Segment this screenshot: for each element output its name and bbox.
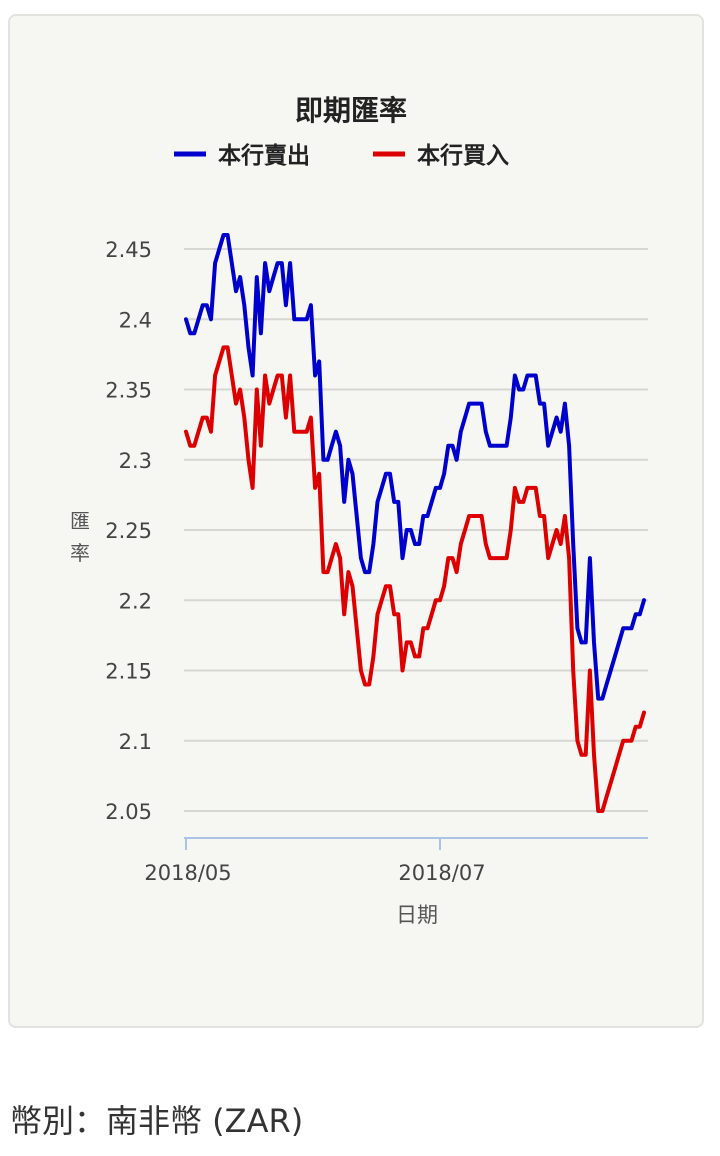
y-axis-label-char-1: 匯 <box>70 509 90 533</box>
y-axis-tick-labels: 2.05 2.1 2.15 2.2 2.25 2.3 2.35 2.4 2.45 <box>105 238 152 824</box>
exchange-rate-chart: 即期匯率 本行賣出 本行買入 2.05 2.1 2.15 2.2 2.25 2.3 2.35… <box>70 94 648 927</box>
y-tick-label: 2.25 <box>105 519 152 543</box>
x-axis-label: 日期 <box>396 903 438 927</box>
y-tick-label: 2.4 <box>119 308 152 332</box>
x-tick-label: 2018/07 <box>398 861 485 885</box>
legend-item-sell[interactable]: 本行賣出 <box>174 142 310 169</box>
series-line-sell[interactable] <box>184 233 646 701</box>
y-tick-label: 2.05 <box>105 800 152 824</box>
x-axis-tick-labels: 2018/05 2018/07 <box>144 861 485 885</box>
chart-card: 即期匯率 本行賣出 本行買入 2.05 2.1 2.15 2.2 2.25 2.3 2.35… <box>8 14 704 1028</box>
x-tick-label: 2018/05 <box>144 861 231 885</box>
x-axis <box>184 837 648 850</box>
y-tick-label: 2.1 <box>119 730 152 754</box>
legend-label-buy: 本行買入 <box>417 142 509 169</box>
y-axis-label: 匯 率 <box>70 509 90 565</box>
currency-label: 幣別：南非幣 (ZAR) <box>10 1102 304 1140</box>
gridlines <box>184 248 648 812</box>
y-tick-label: 2.3 <box>119 449 152 473</box>
series-line-buy[interactable] <box>184 345 646 813</box>
y-tick-label: 2.15 <box>105 660 152 684</box>
y-tick-label: 2.45 <box>105 238 152 262</box>
legend[interactable]: 本行賣出 本行買入 <box>174 142 509 169</box>
y-tick-label: 2.35 <box>105 379 152 403</box>
legend-label-sell: 本行賣出 <box>218 142 310 169</box>
series-lines <box>184 233 646 813</box>
y-tick-label: 2.2 <box>119 589 152 613</box>
legend-item-buy[interactable]: 本行買入 <box>373 142 509 169</box>
y-axis-label-char-2: 率 <box>70 541 90 565</box>
chart-title: 即期匯率 <box>295 94 407 127</box>
